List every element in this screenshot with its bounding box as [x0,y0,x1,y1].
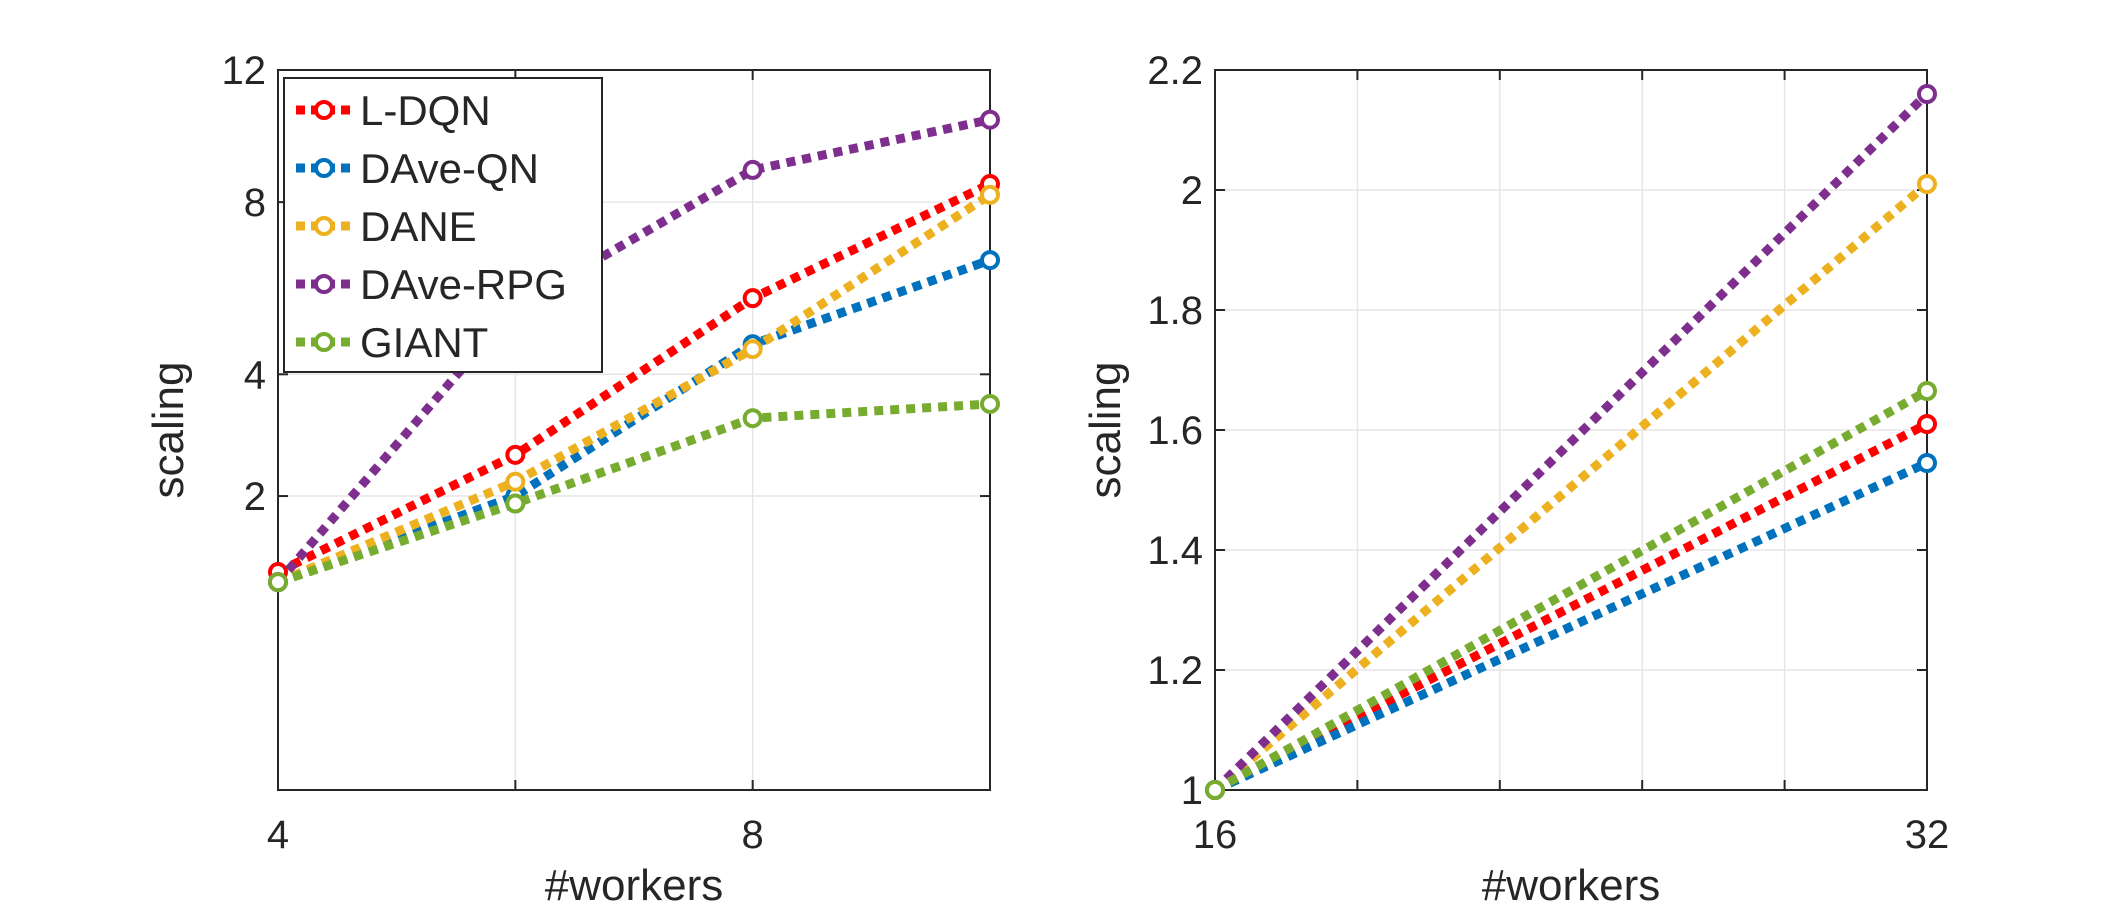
legend-entry-dane: DANE [296,203,477,250]
y-axis-label-left: scaling [144,362,193,499]
series-line-dave-rpg [1211,90,1931,794]
series-line-l-dqn [1212,419,1930,795]
series-line-giant [1212,387,1930,794]
series-layer-left [268,109,1000,593]
series-giant [268,393,1000,593]
x-tick-labels-left: 4 8 [267,813,764,857]
series-line-dane [1212,180,1930,794]
legend-entry-giant: GIANT [296,319,488,366]
data-point-dane [742,339,763,360]
legend-label: DAve-QN [360,145,539,192]
x-tick-labels-right: 16 32 [1193,813,1950,857]
y-tick-label: 8 [244,181,266,225]
y-tick-label: 2.2 [1147,49,1203,93]
data-point-dane [980,184,1000,205]
y-axis-label-right: scaling [1081,362,1130,499]
x-axis-label-right: #workers [1482,861,1661,910]
y-tick-label: 2 [244,475,266,519]
data-point-l-dqn [505,444,526,465]
legend-marker [314,274,334,294]
data-point-giant [1917,381,1937,401]
legend-entry-dave-rpg: DAve-RPG [296,261,567,308]
series-line-dave-qn [276,255,992,587]
legend-box [283,77,603,373]
legend: L-DQN DAve-QN DANE DAve-RPG GIANT [283,77,603,373]
data-point-giant [742,408,763,429]
legend-label: GIANT [360,319,488,366]
chart-left: 4 8 2 4 8 12 #workers scaling L-DQN DAve… [144,49,1000,910]
legend-label: DANE [360,203,477,250]
x-tick-label: 8 [742,813,764,857]
data-point-dave-qn [1917,453,1937,473]
data-point-dane [505,471,526,492]
series-line-dave-qn [1213,458,1929,795]
legend-entry-l-dqn: L-DQN [296,87,491,134]
data-point-dane [1917,174,1937,194]
x-tick-label: 4 [267,813,289,857]
y-tick-label: 1.2 [1147,649,1203,693]
series-line-dave-rpg [274,115,991,586]
series-line-l-dqn [276,179,992,577]
data-point-dave-rpg [742,159,763,180]
legend-entry-dave-qn: DAve-QN [296,145,539,192]
data-point-dave-rpg [1917,84,1937,104]
data-point-giant [505,493,526,514]
y-tick-label: 12 [222,49,267,93]
data-point-dave-rpg [980,109,1000,130]
legend-label: L-DQN [360,87,491,134]
y-tick-label: 4 [244,353,266,397]
axes-frame-left [277,69,991,791]
data-point-l-dqn [742,288,763,309]
data-point-dave-qn [980,250,1000,271]
legend-marker [314,100,334,120]
data-point-giant [980,393,1000,414]
series-l-dqn [268,174,1000,583]
y-tick-label: 1.6 [1147,409,1203,453]
data-point-giant [1205,780,1225,800]
y-tick-labels-left: 2 4 8 12 [222,49,267,519]
legend-marker [314,332,334,352]
series-giant [1205,381,1937,800]
series-line-giant [276,399,991,587]
y-tick-label: 1 [1181,769,1203,813]
y-tick-label: 2 [1181,169,1203,213]
legend-marker [314,158,334,178]
data-point-l-dqn [1917,414,1937,434]
y-tick-labels-right: 1 1.2 1.4 1.6 1.8 2 2.2 [1147,49,1203,813]
x-tick-label: 16 [1193,813,1238,857]
chart-right: 16 32 1 1.2 1.4 1.6 1.8 2 2.2 #workers s… [1081,49,1949,910]
legend-marker [314,216,334,236]
x-axis-label-left: #workers [545,861,724,910]
x-tick-label: 32 [1905,813,1950,857]
y-tick-label: 1.8 [1147,289,1203,333]
series-line-dane [276,191,993,587]
legend-label: DAve-RPG [360,261,567,308]
series-layer-right [1205,84,1937,800]
y-tick-label: 1.4 [1147,529,1203,573]
data-point-giant [268,572,288,593]
